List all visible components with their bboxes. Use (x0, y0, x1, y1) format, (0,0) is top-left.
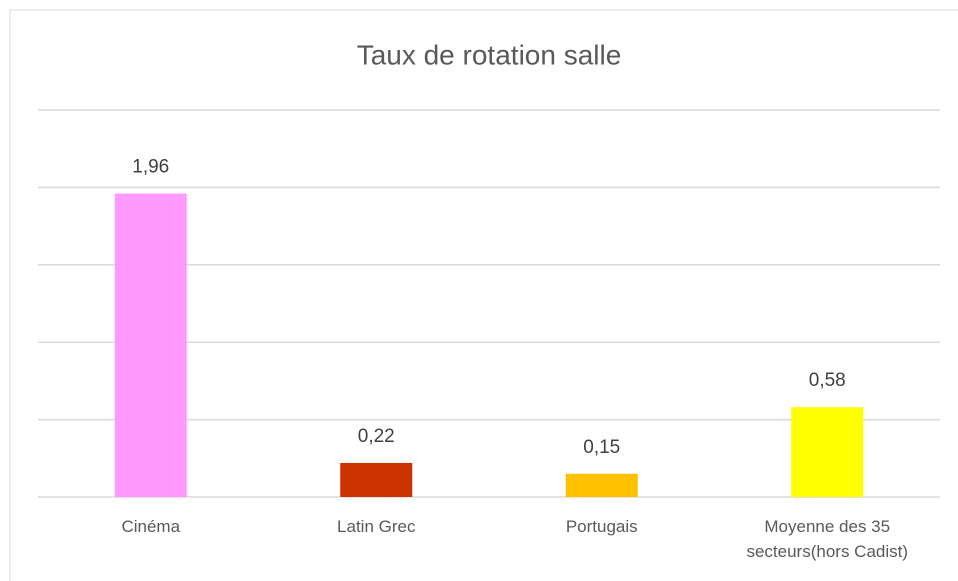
bar (791, 407, 864, 497)
bar (340, 462, 413, 497)
value-label: 0,15 (583, 437, 620, 458)
value-label: 0,22 (358, 426, 395, 447)
chart-title: Taux de rotation salle (357, 39, 622, 70)
x-tick-label: Latin Grec (337, 517, 416, 536)
x-tick-label: Portugais (565, 517, 638, 536)
x-tick-label: Moyenne des 35 secteurs(hors Cadist) (746, 517, 909, 561)
bar (114, 193, 187, 498)
x-tick-label: Cinéma (121, 517, 181, 536)
bar (565, 473, 638, 497)
value-label: 0,58 (809, 370, 846, 391)
value-label: 1,96 (132, 157, 169, 178)
